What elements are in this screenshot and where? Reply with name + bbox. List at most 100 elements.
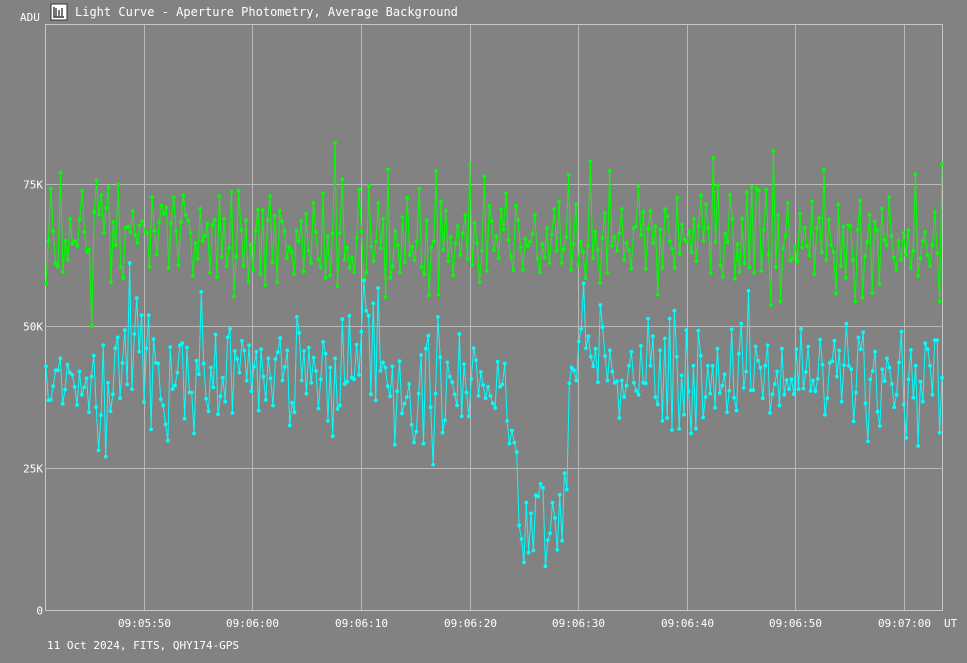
data-point xyxy=(446,259,451,264)
data-point xyxy=(357,373,361,377)
data-point xyxy=(199,290,204,294)
data-point xyxy=(253,229,258,234)
data-point xyxy=(369,244,374,249)
data-point xyxy=(713,240,718,244)
data-point xyxy=(880,367,885,372)
data-point xyxy=(646,227,651,231)
data-point xyxy=(765,343,770,348)
data-point xyxy=(326,419,330,423)
series-layer xyxy=(44,140,944,569)
data-point xyxy=(424,346,428,351)
data-point xyxy=(388,394,392,399)
data-point xyxy=(703,395,708,399)
data-point xyxy=(928,263,932,268)
data-point xyxy=(65,258,70,262)
data-point xyxy=(323,275,328,280)
data-point xyxy=(48,186,53,191)
data-point xyxy=(366,183,371,188)
data-point xyxy=(260,208,265,213)
data-point xyxy=(787,387,791,391)
data-point xyxy=(696,224,701,229)
data-point xyxy=(234,254,239,259)
data-point xyxy=(486,384,490,389)
data-point xyxy=(275,350,280,354)
data-point xyxy=(222,216,227,221)
data-point xyxy=(858,347,863,352)
data-point xyxy=(235,357,240,361)
data-point xyxy=(500,382,505,387)
data-point xyxy=(858,198,862,203)
data-point xyxy=(48,398,53,402)
data-point xyxy=(768,411,772,415)
data-point xyxy=(760,396,765,401)
data-point xyxy=(487,203,492,208)
data-point xyxy=(268,376,273,381)
x-tick-label: 09:05:50 xyxy=(118,617,171,630)
data-point xyxy=(289,249,294,254)
data-point xyxy=(60,401,65,406)
data-point xyxy=(419,353,423,357)
data-point xyxy=(113,346,118,351)
data-point xyxy=(232,349,237,353)
data-point xyxy=(517,523,521,528)
data-point xyxy=(211,385,216,390)
data-point xyxy=(75,244,80,248)
data-point xyxy=(158,397,163,402)
y-tick-label: 25K xyxy=(23,463,43,476)
data-point xyxy=(139,313,144,318)
data-point xyxy=(861,330,866,335)
data-point xyxy=(627,363,631,368)
data-point xyxy=(545,538,550,542)
data-point xyxy=(884,243,889,248)
data-point xyxy=(311,355,316,360)
data-point xyxy=(590,256,595,261)
data-point xyxy=(891,255,896,260)
data-point xyxy=(734,408,739,413)
data-point xyxy=(94,178,99,183)
data-point xyxy=(901,402,906,407)
data-point xyxy=(366,313,371,318)
data-point xyxy=(788,258,793,263)
data-point xyxy=(733,277,737,281)
data-point xyxy=(655,402,660,407)
data-point xyxy=(808,388,813,393)
data-point xyxy=(280,378,285,383)
data-point xyxy=(252,365,256,369)
data-point xyxy=(292,271,296,276)
data-point xyxy=(215,275,219,280)
data-point xyxy=(447,374,452,379)
data-point xyxy=(513,203,518,208)
data-point xyxy=(144,346,149,351)
data-point xyxy=(285,348,290,353)
data-point xyxy=(323,351,328,356)
data-point xyxy=(658,348,662,353)
data-point xyxy=(860,295,865,300)
data-point xyxy=(653,224,658,229)
data-point xyxy=(477,280,482,285)
data-point xyxy=(236,188,241,193)
data-point xyxy=(374,240,378,244)
data-point xyxy=(825,396,830,401)
light-curve-app-icon[interactable] xyxy=(50,3,68,21)
data-point xyxy=(261,374,266,379)
data-point xyxy=(53,261,58,266)
data-point xyxy=(512,440,517,445)
data-point xyxy=(662,336,667,341)
data-point xyxy=(147,265,152,269)
data-point xyxy=(564,234,569,239)
data-point xyxy=(427,293,431,298)
data-point xyxy=(61,270,65,274)
data-point xyxy=(395,389,400,394)
data-point xyxy=(92,210,97,215)
data-point xyxy=(468,162,472,167)
data-point xyxy=(720,383,725,388)
data-point xyxy=(708,391,713,396)
data-point xyxy=(460,231,465,236)
data-point xyxy=(462,362,466,366)
data-point xyxy=(56,368,60,373)
data-point xyxy=(58,170,63,175)
data-point xyxy=(132,332,137,336)
data-point xyxy=(68,216,72,221)
data-point xyxy=(574,378,579,383)
data-point xyxy=(851,258,855,262)
